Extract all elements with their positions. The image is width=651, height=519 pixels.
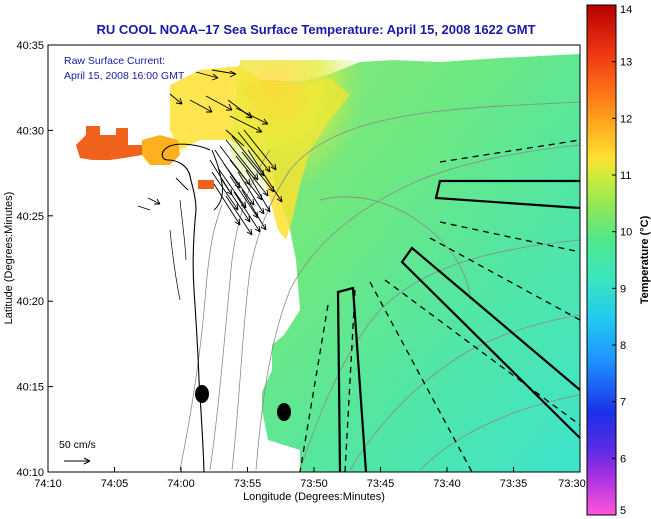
buoy-marker-east: [277, 403, 291, 421]
y-axis-ticks: 40:35 40:30 40:25 40:20 40:15 40:10: [16, 40, 53, 479]
x-tick-label: 74:00: [167, 478, 195, 490]
sector-dashed-lines: [299, 139, 580, 472]
y-tick-label: 40:20: [16, 296, 44, 308]
sst-hot-patch: [76, 126, 142, 160]
coastline: [161, 143, 211, 472]
coastline-sandy-hook: [211, 149, 223, 211]
x-tick-label: 74:10: [34, 478, 62, 490]
y-tick-label: 40:30: [16, 125, 44, 137]
y-tick-label: 40:25: [16, 211, 44, 223]
sector-box-north: [434, 179, 580, 210]
x-axis-label: Longitude (Degrees:Minutes): [243, 491, 385, 503]
y-axis-label: Latitude (Degrees:Minutes): [3, 192, 15, 325]
colorbar-tick-label: 12: [620, 113, 632, 125]
x-tick-label: 73:50: [300, 478, 328, 490]
map-area: Raw Surface Current: April 15, 2008 16:0…: [48, 45, 580, 472]
sector-box-east: [400, 246, 580, 439]
scale-arrow: [64, 457, 91, 465]
colorbar-tick-label: 10: [620, 227, 632, 239]
x-tick-label: 74:05: [101, 478, 129, 490]
coastline-inner: [169, 199, 187, 301]
colorbar-tick-label: 11: [620, 170, 631, 182]
annotation-line-1: Raw Surface Current:: [64, 55, 165, 67]
annotation-line-2: April 15, 2008 16:00 GMT: [64, 70, 185, 82]
colorbar-label: Temperature (°C): [639, 215, 651, 304]
x-tick-label: 73:40: [433, 478, 461, 490]
colorbar-tick-label: 14: [620, 4, 632, 16]
chart-title: RU COOL NOAA–17 Sea Surface Temperature:…: [96, 22, 535, 37]
colorbar-tick-label: 5: [620, 505, 626, 517]
y-tick-label: 40:10: [16, 467, 44, 479]
y-tick-label: 40:15: [16, 382, 44, 394]
bathymetry-contours: [179, 101, 580, 471]
colorbar: [586, 4, 617, 516]
sst-warm-patch: [142, 135, 180, 165]
colorbar-tick-label: 8: [620, 340, 626, 352]
current-vectors: [137, 69, 283, 236]
x-tick-label: 73:55: [234, 478, 262, 490]
colorbar-tick-label: 9: [620, 283, 626, 295]
x-tick-label: 73:45: [367, 478, 395, 490]
x-tick-label: 73:35: [500, 478, 528, 490]
y-tick-label: 40:35: [16, 40, 44, 52]
colorbar-tick-label: 7: [620, 397, 626, 409]
x-tick-label: 73:30: [558, 478, 586, 490]
scale-label: 50 cm/s: [59, 439, 96, 451]
sector-boxes: [336, 179, 580, 472]
buoy-marker-west: [195, 385, 209, 403]
sector-box-south: [336, 286, 368, 472]
sst-hot-pixel: [198, 180, 214, 189]
colorbar-tick-label: 13: [620, 57, 632, 69]
colorbar-tick-label: 6: [620, 453, 626, 465]
colorbar-ticks: 5 6 7 8 9 10 11 12 13 14: [612, 4, 632, 517]
x-axis-ticks: 74:10 74:05 74:00 73:55 73:50 73:45 73:40 73:35…: [34, 467, 586, 490]
